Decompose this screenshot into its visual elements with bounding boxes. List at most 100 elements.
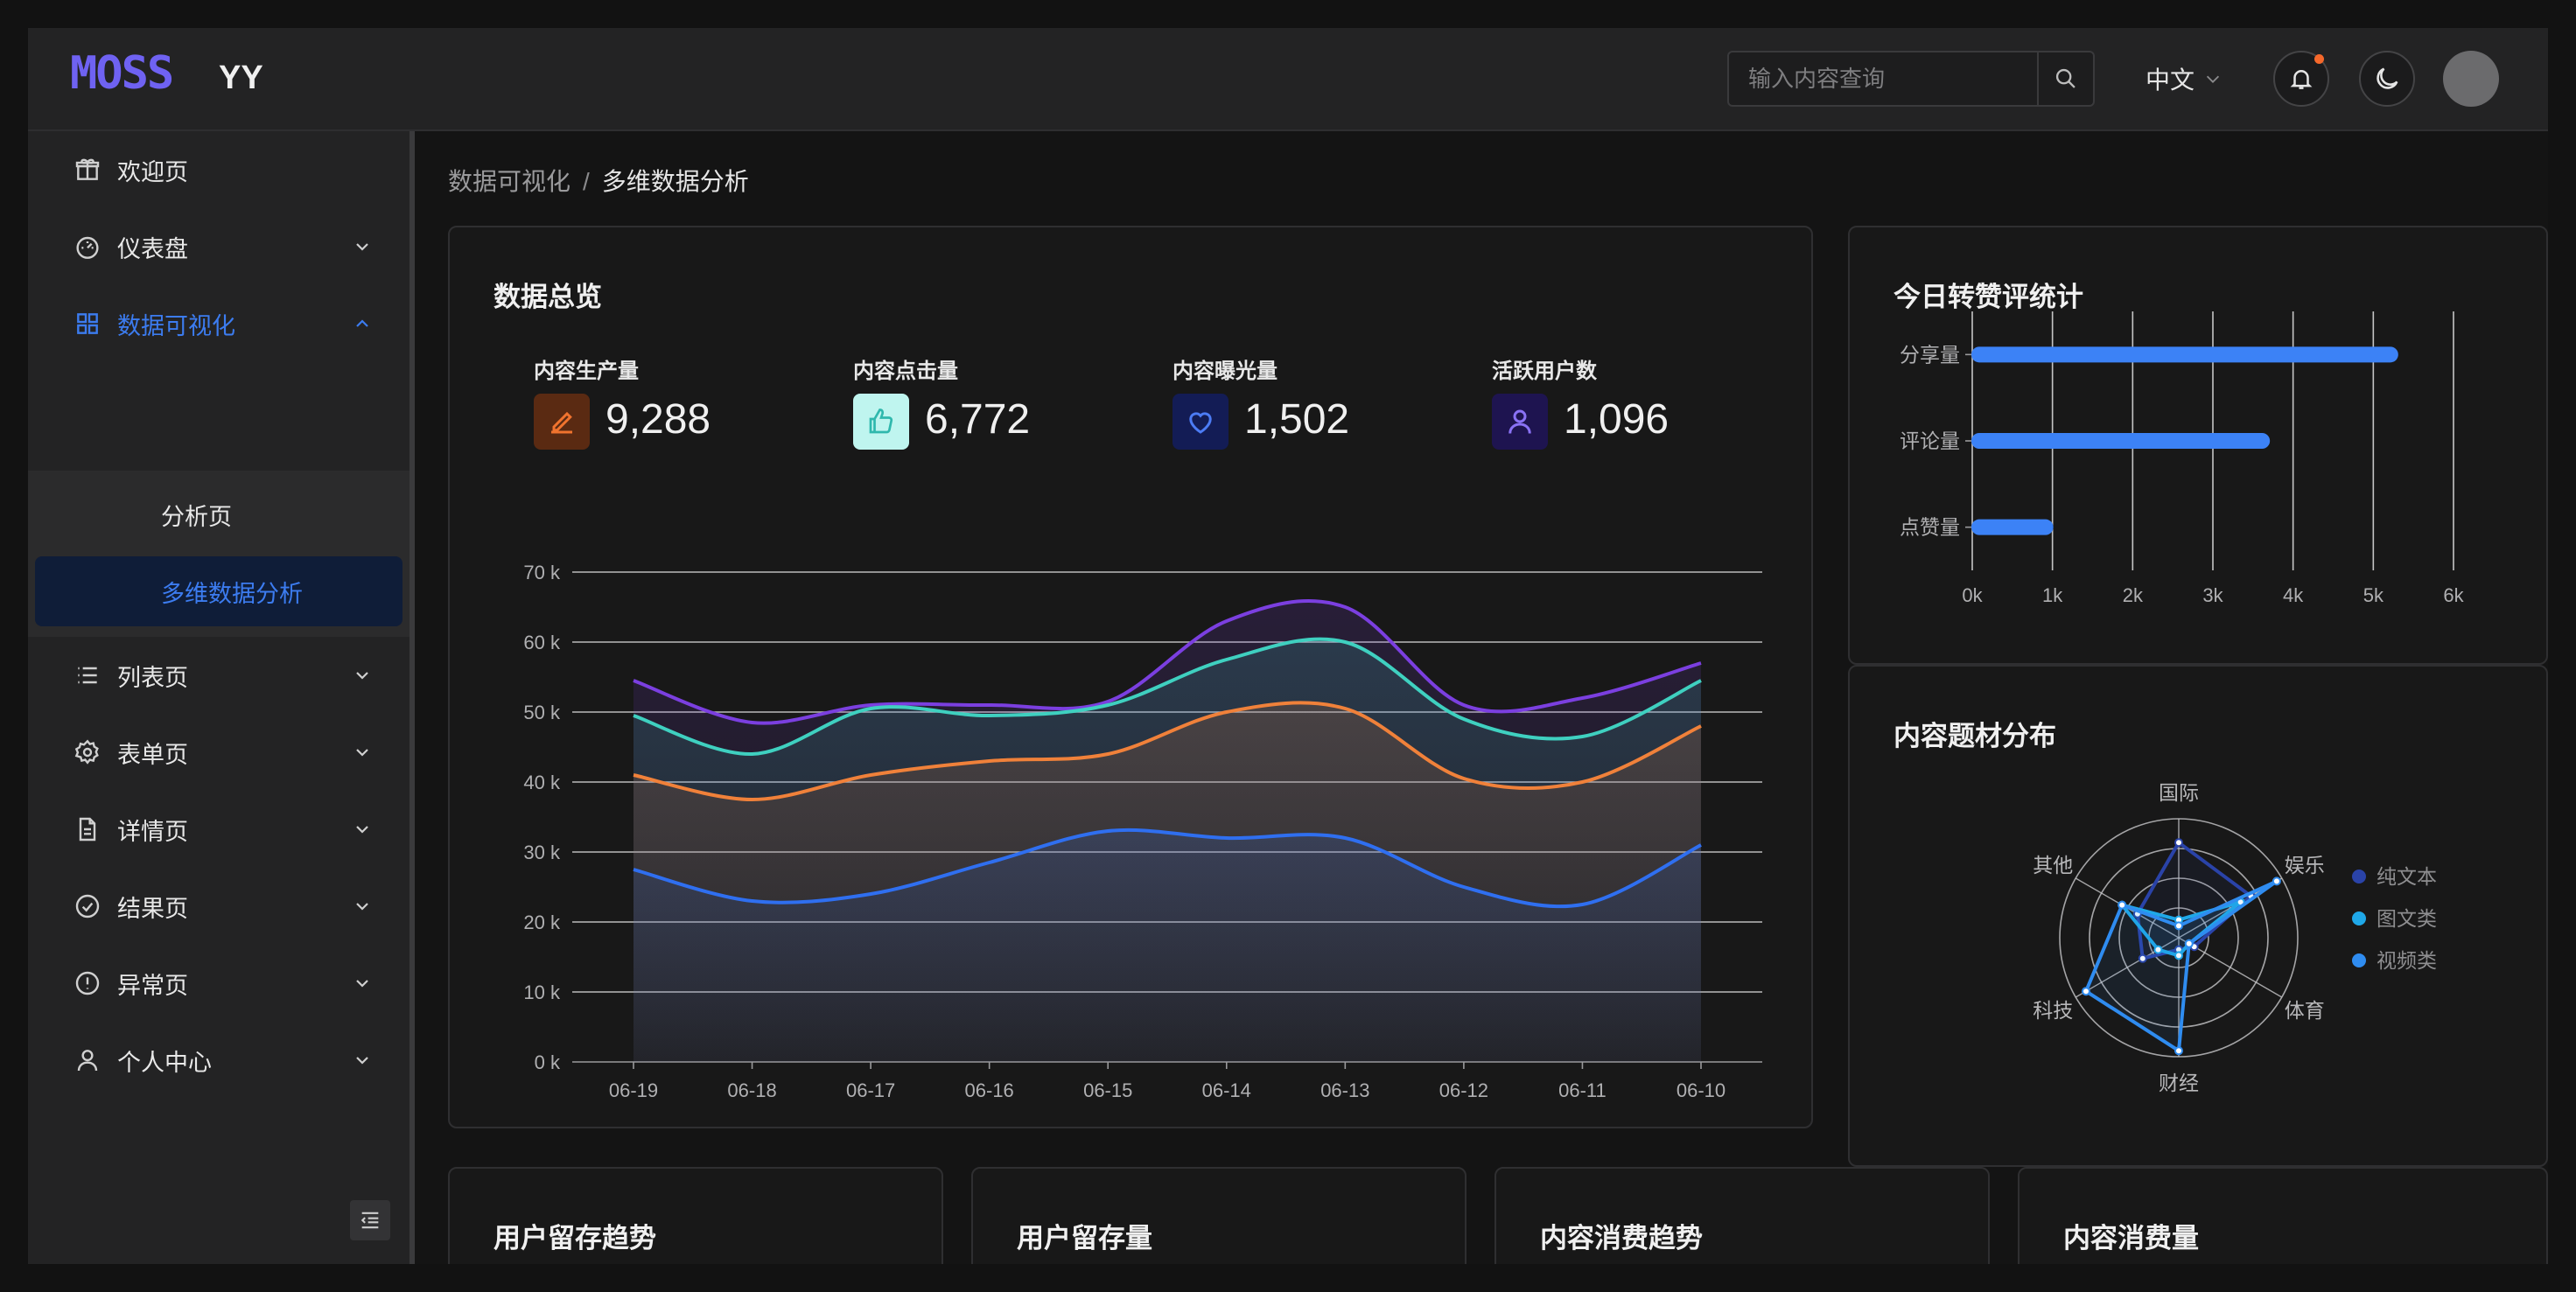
submenu-data-visualization: 分析页 多维数据分析 (28, 471, 410, 637)
x-tick-label: 06-15 (1083, 1079, 1132, 1101)
card-title: 数据总览 (494, 282, 602, 312)
stat-label: 内容点击量 (853, 360, 958, 383)
search-button[interactable] (2037, 52, 2093, 105)
card-title: 今日转赞评统计 (1894, 282, 2083, 312)
sidebar-item-user-center[interactable]: 个人中心 (28, 1022, 410, 1099)
topics-card: 内容题材分布 国际 娱乐 体育 财经 科技 其他 纯文本 图文类 视频类 (1848, 665, 2548, 1167)
stat-content-exposure: 内容曝光量 1,502 (1172, 353, 1452, 450)
sidebar-scrollbar[interactable] (410, 131, 415, 1264)
notification-dot (2314, 54, 2324, 64)
y-tick-label: 70 k (523, 562, 561, 583)
card-title: 用户留存趋势 (494, 1223, 656, 1254)
stat-content-clicks: 内容点击量 6,772 (853, 353, 1133, 450)
stat-content-production: 内容生产量 9,288 (534, 353, 814, 450)
sidebar-subitem-analysis[interactable]: 分析页 (28, 479, 410, 549)
sidebar-subitem-multidimensional-analysis[interactable]: 多维数据分析 (35, 556, 402, 626)
sidebar-item-label: 表单页 (117, 741, 188, 768)
chevron-down-icon (356, 980, 368, 988)
stat-value: 1,502 (1244, 396, 1350, 443)
sidebar-item-welcome[interactable]: 欢迎页 (28, 131, 410, 208)
sidebar-item-form[interactable]: 表单页 (28, 714, 410, 791)
x-tick-label: 06-19 (609, 1079, 658, 1101)
card-title: 内容题材分布 (1894, 721, 2056, 751)
radar-point (2118, 900, 2127, 910)
chevron-up-icon (356, 319, 368, 327)
grid-icon (77, 313, 98, 334)
consumption-amount-card: 内容消费量 (2018, 1167, 2548, 1264)
legend-label: 视频类 (2376, 949, 2437, 972)
radar-indicator-label: 财经 (2159, 1072, 2199, 1094)
stat-label: 活跃用户数 (1492, 360, 1597, 383)
card-title: 内容消费量 (2063, 1223, 2199, 1254)
menu-fold-icon (360, 1212, 379, 1229)
avatar[interactable] (2443, 51, 2499, 107)
series-line (633, 701, 1702, 802)
stat-value: 6,772 (925, 396, 1031, 443)
gear-icon (74, 739, 99, 765)
collapse-sidebar-button[interactable] (350, 1200, 390, 1240)
chevron-down-icon (356, 749, 368, 757)
heart-icon (1189, 412, 1212, 434)
stat-active-users: 活跃用户数 1,096 (1492, 353, 1772, 450)
sidebar-item-dashboard[interactable]: 仪表盘 (28, 208, 410, 285)
interactions-card: 今日转赞评统计 0k 1k 2k 3k 4k 5k 6k 分享量 评论量 点赞量 (1848, 226, 2548, 665)
logo[interactable]: MOSS (70, 47, 174, 100)
y-tick-label: 30 k (523, 842, 561, 863)
dashboard-icon (76, 236, 99, 259)
notification-button[interactable] (2273, 51, 2329, 107)
sidebar-item-label: 仪表盘 (117, 235, 188, 262)
language-select[interactable]: 中文 (2146, 61, 2222, 96)
breadcrumb-current: 多维数据分析 (601, 168, 749, 195)
search-icon (2055, 68, 2076, 88)
theme-toggle-button[interactable] (2359, 51, 2415, 107)
y-tick-label: 0 k (535, 1051, 561, 1073)
stat-label: 内容生产量 (534, 360, 639, 383)
breadcrumb-parent[interactable]: 数据可视化 (448, 168, 571, 195)
sidebar: 欢迎页 仪表盘 数据可视化 分析页 多维数据分析 列表页 表单 (28, 131, 410, 1264)
radar-point (2174, 921, 2183, 931)
y-tick-label: 分享量 (1900, 343, 1960, 366)
sidebar-item-detail[interactable]: 详情页 (28, 791, 410, 868)
radar-indicator-label: 体育 (2285, 999, 2325, 1022)
y-tick-label: 60 k (523, 632, 561, 653)
radar-point (2184, 939, 2194, 948)
radar-point (2174, 838, 2183, 848)
sidebar-item-label: 结果页 (117, 895, 188, 922)
app-window: MOSS YY 中文 欢迎页 仪表盘 (28, 28, 2548, 1264)
radar-indicator-label: 国际 (2159, 781, 2199, 804)
sidebar-item-result[interactable]: 结果页 (28, 868, 410, 945)
file-icon (79, 817, 96, 842)
y-tick-label: 点赞量 (1900, 516, 1960, 539)
edit-icon (551, 411, 572, 434)
chevron-down-icon (356, 903, 368, 911)
sidebar-item-data-visualization[interactable]: 数据可视化 (28, 285, 410, 362)
stat-icon-box (1172, 394, 1228, 450)
radar-indicator-label: 其他 (2033, 854, 2073, 876)
x-tick-label: 0k (1962, 584, 1983, 606)
radar-point (2174, 1046, 2183, 1056)
user-icon (77, 1050, 98, 1072)
card-title: 内容消费趋势 (1540, 1223, 1703, 1254)
x-tick-label: 06-17 (846, 1079, 895, 1101)
sidebar-item-label: 欢迎页 (117, 158, 188, 185)
stat-value: 1,096 (1564, 396, 1670, 443)
x-tick-label: 06-12 (1439, 1079, 1488, 1101)
sidebar-item-list[interactable]: 列表页 (28, 637, 410, 714)
stat-icon-box (853, 394, 909, 450)
radar-indicator-label: 娱乐 (2285, 854, 2325, 876)
search-input[interactable] (1729, 52, 2040, 105)
moon-icon (2376, 67, 2398, 89)
card-title: 用户留存量 (1017, 1223, 1152, 1254)
sidebar-subitem-label: 多维数据分析 (161, 580, 303, 607)
sidebar-item-exception[interactable]: 异常页 (28, 945, 410, 1022)
radar-point (2081, 987, 2090, 996)
sidebar-item-label: 异常页 (117, 972, 188, 999)
retention-amount-card: 用户留存量 (971, 1167, 1466, 1264)
sidebar-item-label: 数据可视化 (117, 312, 235, 339)
stat-label: 内容曝光量 (1172, 360, 1278, 383)
consumption-trend-card: 内容消费趋势 (1494, 1167, 1990, 1264)
y-tick-label: 40 k (523, 772, 561, 793)
chevron-down-icon (356, 243, 368, 251)
